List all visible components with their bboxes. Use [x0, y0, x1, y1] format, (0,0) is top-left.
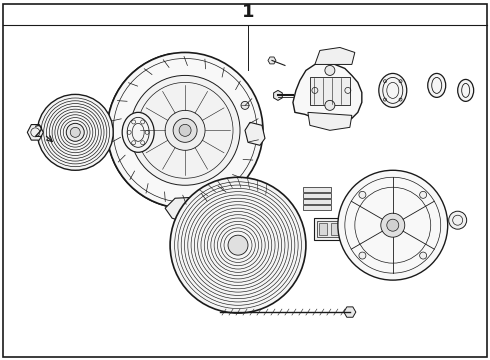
Circle shape	[359, 252, 366, 259]
Circle shape	[419, 252, 427, 259]
Circle shape	[449, 211, 466, 229]
Circle shape	[107, 53, 263, 208]
Ellipse shape	[122, 112, 154, 152]
Bar	[314, 218, 344, 240]
Bar	[331, 223, 339, 235]
Circle shape	[359, 192, 366, 198]
Circle shape	[170, 177, 306, 313]
Circle shape	[37, 94, 113, 170]
Bar	[303, 205, 331, 210]
Polygon shape	[293, 62, 362, 124]
Polygon shape	[268, 57, 276, 64]
Circle shape	[130, 75, 240, 185]
Circle shape	[338, 170, 448, 280]
Polygon shape	[308, 112, 352, 130]
Polygon shape	[27, 125, 43, 140]
Polygon shape	[245, 122, 265, 145]
Ellipse shape	[379, 73, 407, 107]
Circle shape	[165, 111, 205, 150]
Polygon shape	[344, 307, 356, 317]
Bar	[303, 199, 331, 204]
Circle shape	[419, 192, 427, 198]
Circle shape	[173, 118, 197, 142]
Bar	[303, 187, 331, 192]
Circle shape	[325, 66, 335, 75]
Circle shape	[66, 123, 84, 141]
Ellipse shape	[428, 73, 446, 98]
Polygon shape	[165, 197, 210, 222]
Text: 2: 2	[33, 125, 43, 140]
Circle shape	[325, 100, 335, 111]
Bar	[317, 221, 341, 237]
Circle shape	[387, 219, 399, 231]
Bar	[310, 77, 350, 105]
Polygon shape	[315, 48, 355, 64]
Polygon shape	[273, 90, 282, 100]
Circle shape	[241, 102, 249, 109]
Circle shape	[70, 127, 80, 137]
Text: 1: 1	[242, 3, 254, 21]
Bar	[319, 223, 327, 235]
Circle shape	[179, 124, 191, 136]
Circle shape	[228, 235, 248, 255]
Bar	[303, 193, 331, 198]
Ellipse shape	[458, 80, 474, 102]
Circle shape	[381, 213, 405, 237]
